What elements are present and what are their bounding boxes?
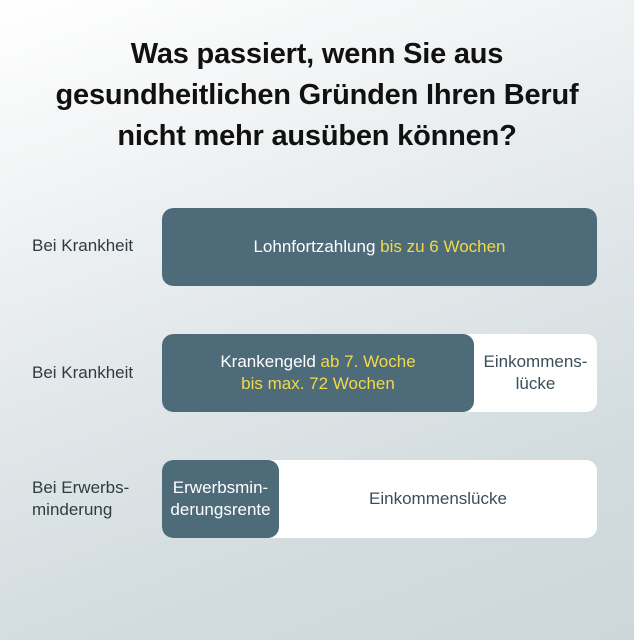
segment-text: Einkommenslücke bbox=[369, 489, 507, 508]
row-label-line-1: Bei Erwerbs- bbox=[32, 478, 130, 497]
page-title: Was passiert, wenn Sie aus gesundheitlic… bbox=[0, 34, 634, 157]
row-label-krankheit-1: Bei Krankheit bbox=[32, 235, 133, 257]
segment-text: Krankengeld bbox=[220, 352, 316, 371]
segment-highlight: ab 7. Woche bbox=[320, 352, 416, 371]
segment-highlight-line-2: bis max. 72 Wochen bbox=[241, 374, 395, 393]
row-label-erwerbsminderung: Bei Erwerbs- minderung bbox=[32, 477, 129, 521]
row-label-line: Bei Krankheit bbox=[32, 363, 134, 382]
segment-lohnfortzahlung: Lohnfortzahlung bis zu 6 Wochen bbox=[162, 208, 597, 286]
row-label-line: Bei Krankheit bbox=[32, 236, 134, 255]
row-label-line-2: minderung bbox=[32, 500, 113, 519]
segment-line-1: Einkommens- bbox=[483, 352, 588, 371]
segment-erwerbsminderungsrente: Erwerbsmin- derungsrente bbox=[162, 460, 279, 538]
row-label-krankheit-2: Bei Krankheit bbox=[32, 362, 133, 384]
segment-highlight: bis zu 6 Wochen bbox=[380, 237, 506, 256]
segment-text: Lohnfortzahlung bbox=[253, 237, 376, 256]
segment-einkommensluecke: Einkommenslücke bbox=[279, 460, 597, 538]
title-line-2: gesundheitlichen Gründen Ihren Beruf bbox=[55, 79, 579, 111]
segment-krankengeld: Krankengeld ab 7. Woche bis max. 72 Woch… bbox=[162, 334, 474, 412]
title-line-1: Was passiert, wenn Sie aus bbox=[130, 38, 504, 70]
title-line-3: nicht mehr ausüben können? bbox=[117, 120, 517, 152]
segment-line-1: Erwerbsmin- bbox=[172, 478, 269, 497]
segment-einkommensluecke: Einkommens- lücke bbox=[474, 334, 597, 412]
bar-krankengeld: Krankengeld ab 7. Woche bis max. 72 Woch… bbox=[162, 334, 597, 412]
bar-erwerbsminderung: Erwerbsmin- derungsrente Einkommenslücke bbox=[162, 460, 597, 538]
segment-line-2: derungsrente bbox=[170, 500, 271, 519]
segment-line-2: lücke bbox=[515, 374, 556, 393]
bar-lohnfortzahlung: Lohnfortzahlung bis zu 6 Wochen bbox=[162, 208, 597, 286]
